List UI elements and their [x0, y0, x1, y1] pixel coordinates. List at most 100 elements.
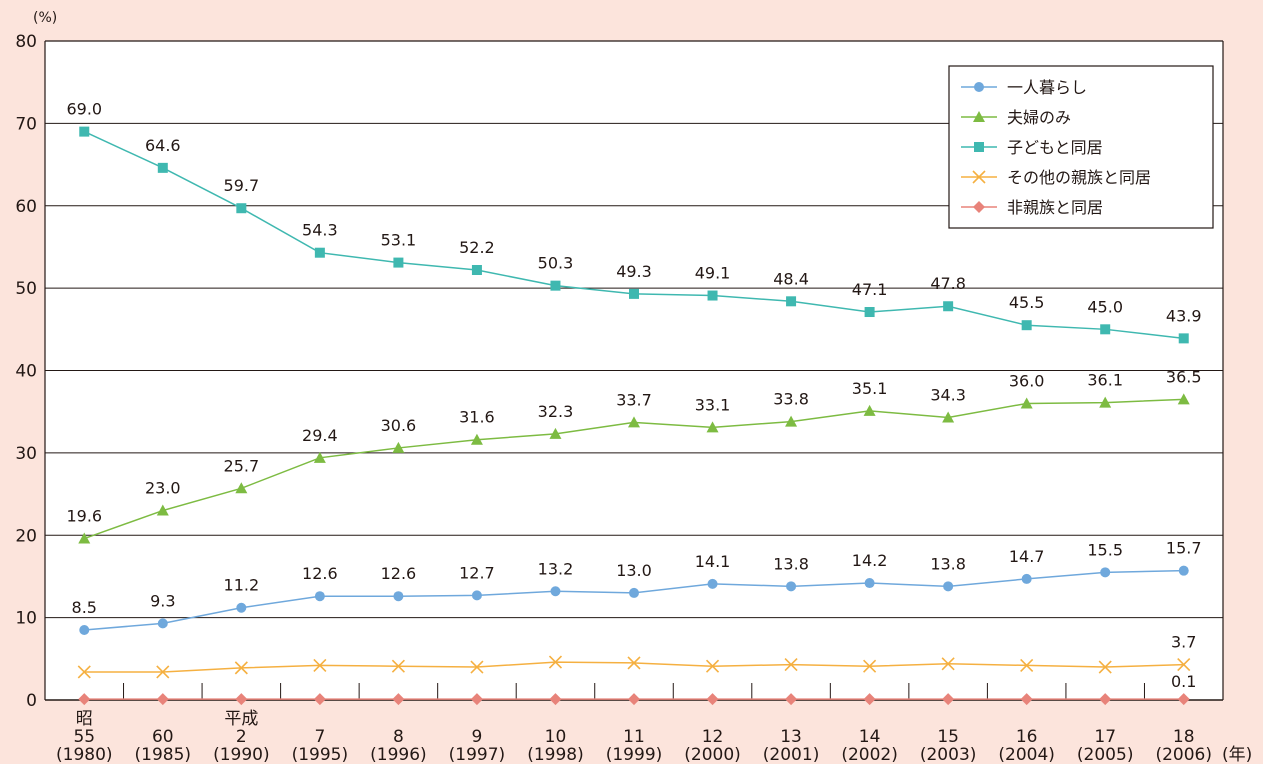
data-point [470, 660, 484, 674]
data-label: 29.4 [302, 426, 338, 445]
data-point-stroke [391, 659, 405, 673]
data-point [941, 657, 955, 671]
x-tick-label: 55 [73, 727, 95, 747]
x-tick-label: 12 [702, 727, 724, 747]
data-point [1178, 565, 1189, 576]
data-point [1021, 320, 1032, 331]
data-labels: 8.5 9.3 11.2 12.6 12.6 12.7 13.2 13.0 14.1 13.8 14… [66, 100, 1201, 692]
legend-item-label: 夫婦のみ [1007, 108, 1071, 127]
data-point [314, 247, 325, 258]
data-point [785, 693, 798, 706]
x-era-label: 平成 [224, 709, 258, 729]
data-point [156, 665, 170, 679]
data-point-stroke [627, 656, 641, 670]
data-point [864, 307, 875, 318]
data-point [943, 581, 954, 592]
y-tick-label: 70 [15, 114, 37, 134]
data-label: 12.7 [459, 563, 495, 582]
data-point [1100, 567, 1111, 578]
data-point [391, 659, 405, 673]
data-point [629, 587, 639, 598]
data-point [628, 416, 640, 428]
data-point [974, 142, 984, 152]
data-point [549, 693, 562, 706]
data-point-stroke [234, 661, 248, 675]
data-label: 13.8 [773, 554, 809, 573]
data-label: 45.5 [1009, 293, 1045, 312]
data-point [77, 665, 91, 679]
legend-item-label: その他の親族と同居 [1007, 168, 1151, 187]
data-point [234, 661, 248, 675]
data-label: 45.0 [1087, 297, 1123, 316]
data-label: 15.5 [1087, 540, 1123, 559]
data-label: 36.1 [1087, 371, 1123, 390]
x-tick-label: 8 [393, 727, 404, 747]
data-point [1020, 397, 1033, 409]
legend-item-label: 一人暮らし [1007, 78, 1087, 97]
data-point [392, 441, 405, 453]
axes: 01020304050607080昭55(1980)60(1985)平成2(19… [15, 32, 1224, 764]
data-point [548, 655, 563, 669]
data-point [863, 404, 876, 416]
data-label: 64.6 [145, 136, 181, 155]
data-point [1099, 693, 1112, 706]
data-point [1099, 396, 1112, 408]
data-label: 15.7 [1166, 539, 1202, 558]
x-year-label: (1990) [213, 745, 270, 764]
x-year-label: (1998) [527, 745, 584, 764]
data-point-stroke [784, 658, 798, 672]
data-label: 69.0 [66, 100, 102, 119]
data-point [156, 504, 169, 516]
data-point [314, 591, 325, 602]
data-point [942, 411, 955, 423]
data-point-stroke [313, 658, 327, 672]
data-point [78, 693, 91, 706]
x-tick-label: 17 [1094, 727, 1116, 747]
data-point [707, 578, 718, 589]
data-point [706, 421, 719, 433]
y-tick-label: 60 [15, 197, 37, 217]
x-year-label: (1985) [135, 745, 192, 764]
data-point [157, 618, 168, 629]
x-tick-label: 10 [545, 727, 567, 747]
data-point-stroke [705, 659, 720, 673]
data-point [943, 301, 954, 312]
data-label: 32.3 [538, 402, 574, 421]
y-tick-label: 50 [15, 279, 37, 299]
x-year-label: (1996) [370, 745, 427, 764]
data-label: 35.1 [852, 379, 888, 398]
data-point [471, 265, 482, 276]
data-point [864, 578, 875, 589]
data-point [550, 586, 561, 597]
data-point [393, 591, 404, 602]
x-tick-label: 11 [623, 727, 645, 747]
data-point [628, 693, 640, 706]
x-year-label: (1997) [449, 745, 506, 764]
data-point-stroke [1020, 658, 1034, 672]
data-point [973, 201, 985, 213]
data-label: 34.3 [930, 385, 966, 404]
data-label: 49.3 [616, 262, 652, 281]
data-point [627, 656, 641, 670]
data-point [705, 659, 720, 673]
data-point [235, 482, 248, 494]
x-tick-label: 60 [152, 727, 174, 747]
data-point [236, 203, 247, 214]
data-point [1177, 693, 1190, 706]
data-point [863, 693, 876, 706]
legend-item-label: 非親族と同居 [1007, 198, 1103, 217]
data-point [1021, 573, 1032, 584]
x-tick-label: 7 [314, 727, 325, 747]
data-point [1020, 693, 1033, 706]
data-label: 13.0 [616, 561, 652, 580]
x-unit-label: (年) [1222, 745, 1252, 764]
series-group [77, 126, 1191, 706]
data-point [235, 693, 248, 706]
data-point [706, 693, 719, 706]
data-point [78, 532, 91, 544]
data-point [550, 280, 561, 291]
data-point [629, 288, 639, 299]
data-label: 36.0 [1009, 371, 1045, 390]
data-point-stroke [1177, 658, 1191, 672]
